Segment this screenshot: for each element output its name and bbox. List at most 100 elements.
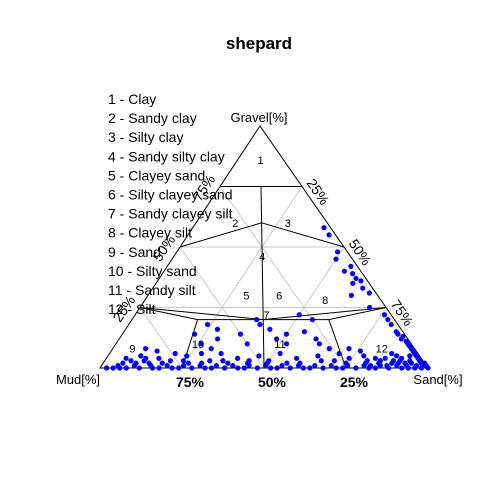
data-point — [385, 317, 391, 323]
data-point — [204, 321, 211, 328]
data-point — [202, 365, 208, 371]
legend-entry-9: 9 - Sand — [108, 244, 161, 260]
data-point — [257, 321, 263, 328]
class-number-12: 12 — [376, 344, 388, 356]
legend-entry-12: 12 - Silt — [108, 301, 156, 317]
data-point — [277, 350, 283, 357]
chart-title: shepard — [226, 34, 292, 53]
data-point — [156, 365, 162, 371]
legend-entry-11: 11 - Sandy silt — [108, 282, 196, 298]
ternary-grid — [139, 186, 387, 369]
data-point — [198, 350, 205, 357]
class-boundary — [179, 222, 262, 248]
data-point — [237, 331, 244, 337]
data-point — [343, 360, 349, 366]
data-point — [215, 336, 221, 342]
data-point — [381, 312, 388, 318]
data-point — [230, 362, 236, 369]
data-point — [123, 365, 129, 371]
legend-entry-4: 4 - Sandy silty clay — [108, 148, 225, 164]
data-point — [418, 365, 425, 371]
data-point — [154, 348, 160, 354]
data-point — [340, 365, 346, 371]
data-point — [357, 348, 364, 354]
tick-label-bottom: 75% — [176, 374, 205, 390]
data-point — [207, 358, 213, 364]
data-point — [208, 365, 215, 371]
data-point — [267, 365, 274, 371]
data-point — [283, 341, 290, 347]
grid-line-sand — [263, 246, 345, 369]
data-point — [366, 365, 372, 371]
legend-entry-5: 5 - Clayey sand — [108, 167, 205, 183]
data-point — [395, 331, 401, 337]
data-point — [412, 365, 418, 371]
data-point — [208, 346, 214, 352]
data-point — [358, 278, 364, 284]
data-point — [399, 355, 405, 361]
data-point — [326, 346, 332, 352]
data-point — [133, 360, 139, 366]
data-point — [333, 256, 339, 262]
data-point — [309, 317, 315, 323]
data-point — [389, 350, 395, 357]
data-point — [301, 329, 307, 335]
vertex-label-mud: Mud[%] — [56, 372, 100, 387]
data-point — [408, 360, 415, 366]
data-point — [128, 358, 134, 364]
data-point — [167, 358, 173, 364]
data-point — [225, 360, 231, 366]
data-point — [136, 365, 142, 371]
data-point — [266, 358, 272, 364]
data-point — [350, 271, 356, 277]
data-point — [235, 365, 241, 371]
grid-line-mud — [219, 186, 347, 369]
data-point — [294, 355, 300, 361]
data-point — [279, 362, 285, 369]
data-point — [321, 225, 327, 231]
data-point — [213, 362, 219, 369]
vertex-label-gravel: Gravel[%] — [230, 110, 287, 125]
vertex-label-sand: Sand[%] — [413, 372, 462, 387]
class-number-2: 2 — [232, 218, 238, 230]
data-point — [331, 358, 337, 364]
data-point — [164, 362, 170, 369]
class-number-6: 6 — [276, 290, 282, 302]
data-point — [336, 350, 342, 357]
data-point — [120, 360, 126, 366]
data-point — [341, 268, 347, 274]
legend-entry-3: 3 - Silty clay — [108, 129, 183, 145]
data-point — [377, 358, 383, 364]
data-point — [346, 346, 352, 352]
data-point — [181, 362, 187, 369]
data-point — [172, 350, 178, 357]
class-number-11: 11 — [274, 339, 285, 351]
data-point — [363, 360, 369, 366]
data-point — [222, 365, 228, 371]
data-point — [254, 317, 260, 323]
data-point — [123, 355, 129, 361]
grid-line-sand — [345, 307, 387, 369]
data-point — [372, 355, 378, 361]
data-point — [143, 355, 149, 361]
data-point — [274, 336, 280, 342]
data-point — [284, 360, 290, 366]
class-boundary — [139, 307, 264, 321]
data-point — [316, 341, 322, 347]
data-point — [367, 304, 373, 311]
class-boundary — [263, 307, 387, 321]
class-number-9: 9 — [129, 344, 135, 356]
legend-entry-2: 2 - Sandy clay — [108, 110, 197, 126]
data-point — [214, 326, 221, 332]
data-point — [218, 350, 224, 357]
legend-entry-8: 8 - Clayey silt — [108, 225, 192, 241]
class-number-8: 8 — [322, 295, 328, 307]
data-point — [267, 326, 273, 332]
data-point — [254, 365, 261, 371]
data-point — [318, 358, 324, 364]
tick-label-right: 25% — [304, 176, 333, 208]
data-point — [398, 336, 404, 342]
data-point — [320, 365, 326, 371]
data-point — [274, 365, 280, 371]
